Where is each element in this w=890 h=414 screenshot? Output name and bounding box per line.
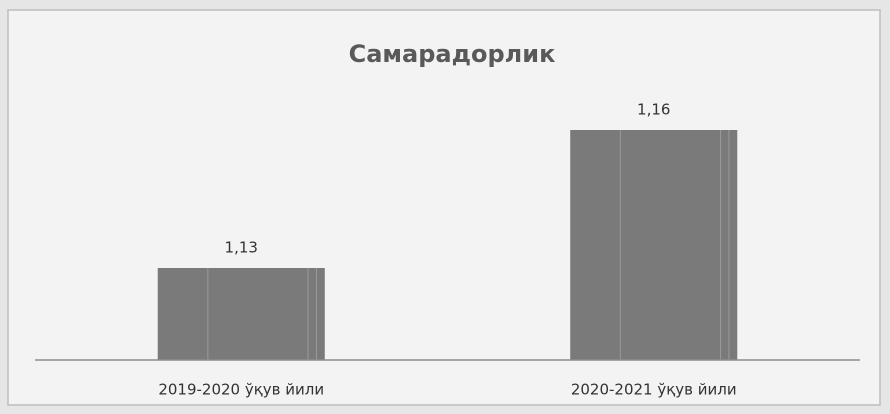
x-tick-label: 2019-2020 ўқув йили bbox=[158, 381, 324, 399]
chart-area bbox=[7, 9, 881, 406]
value-label: 1,16 bbox=[637, 101, 670, 119]
value-label: 1,13 bbox=[225, 239, 258, 257]
bar bbox=[157, 268, 325, 360]
x-tick-label: 2020-2021 ўқув йили bbox=[571, 381, 737, 399]
chart-title: Самарадорлик bbox=[349, 40, 556, 68]
bar bbox=[570, 130, 738, 360]
